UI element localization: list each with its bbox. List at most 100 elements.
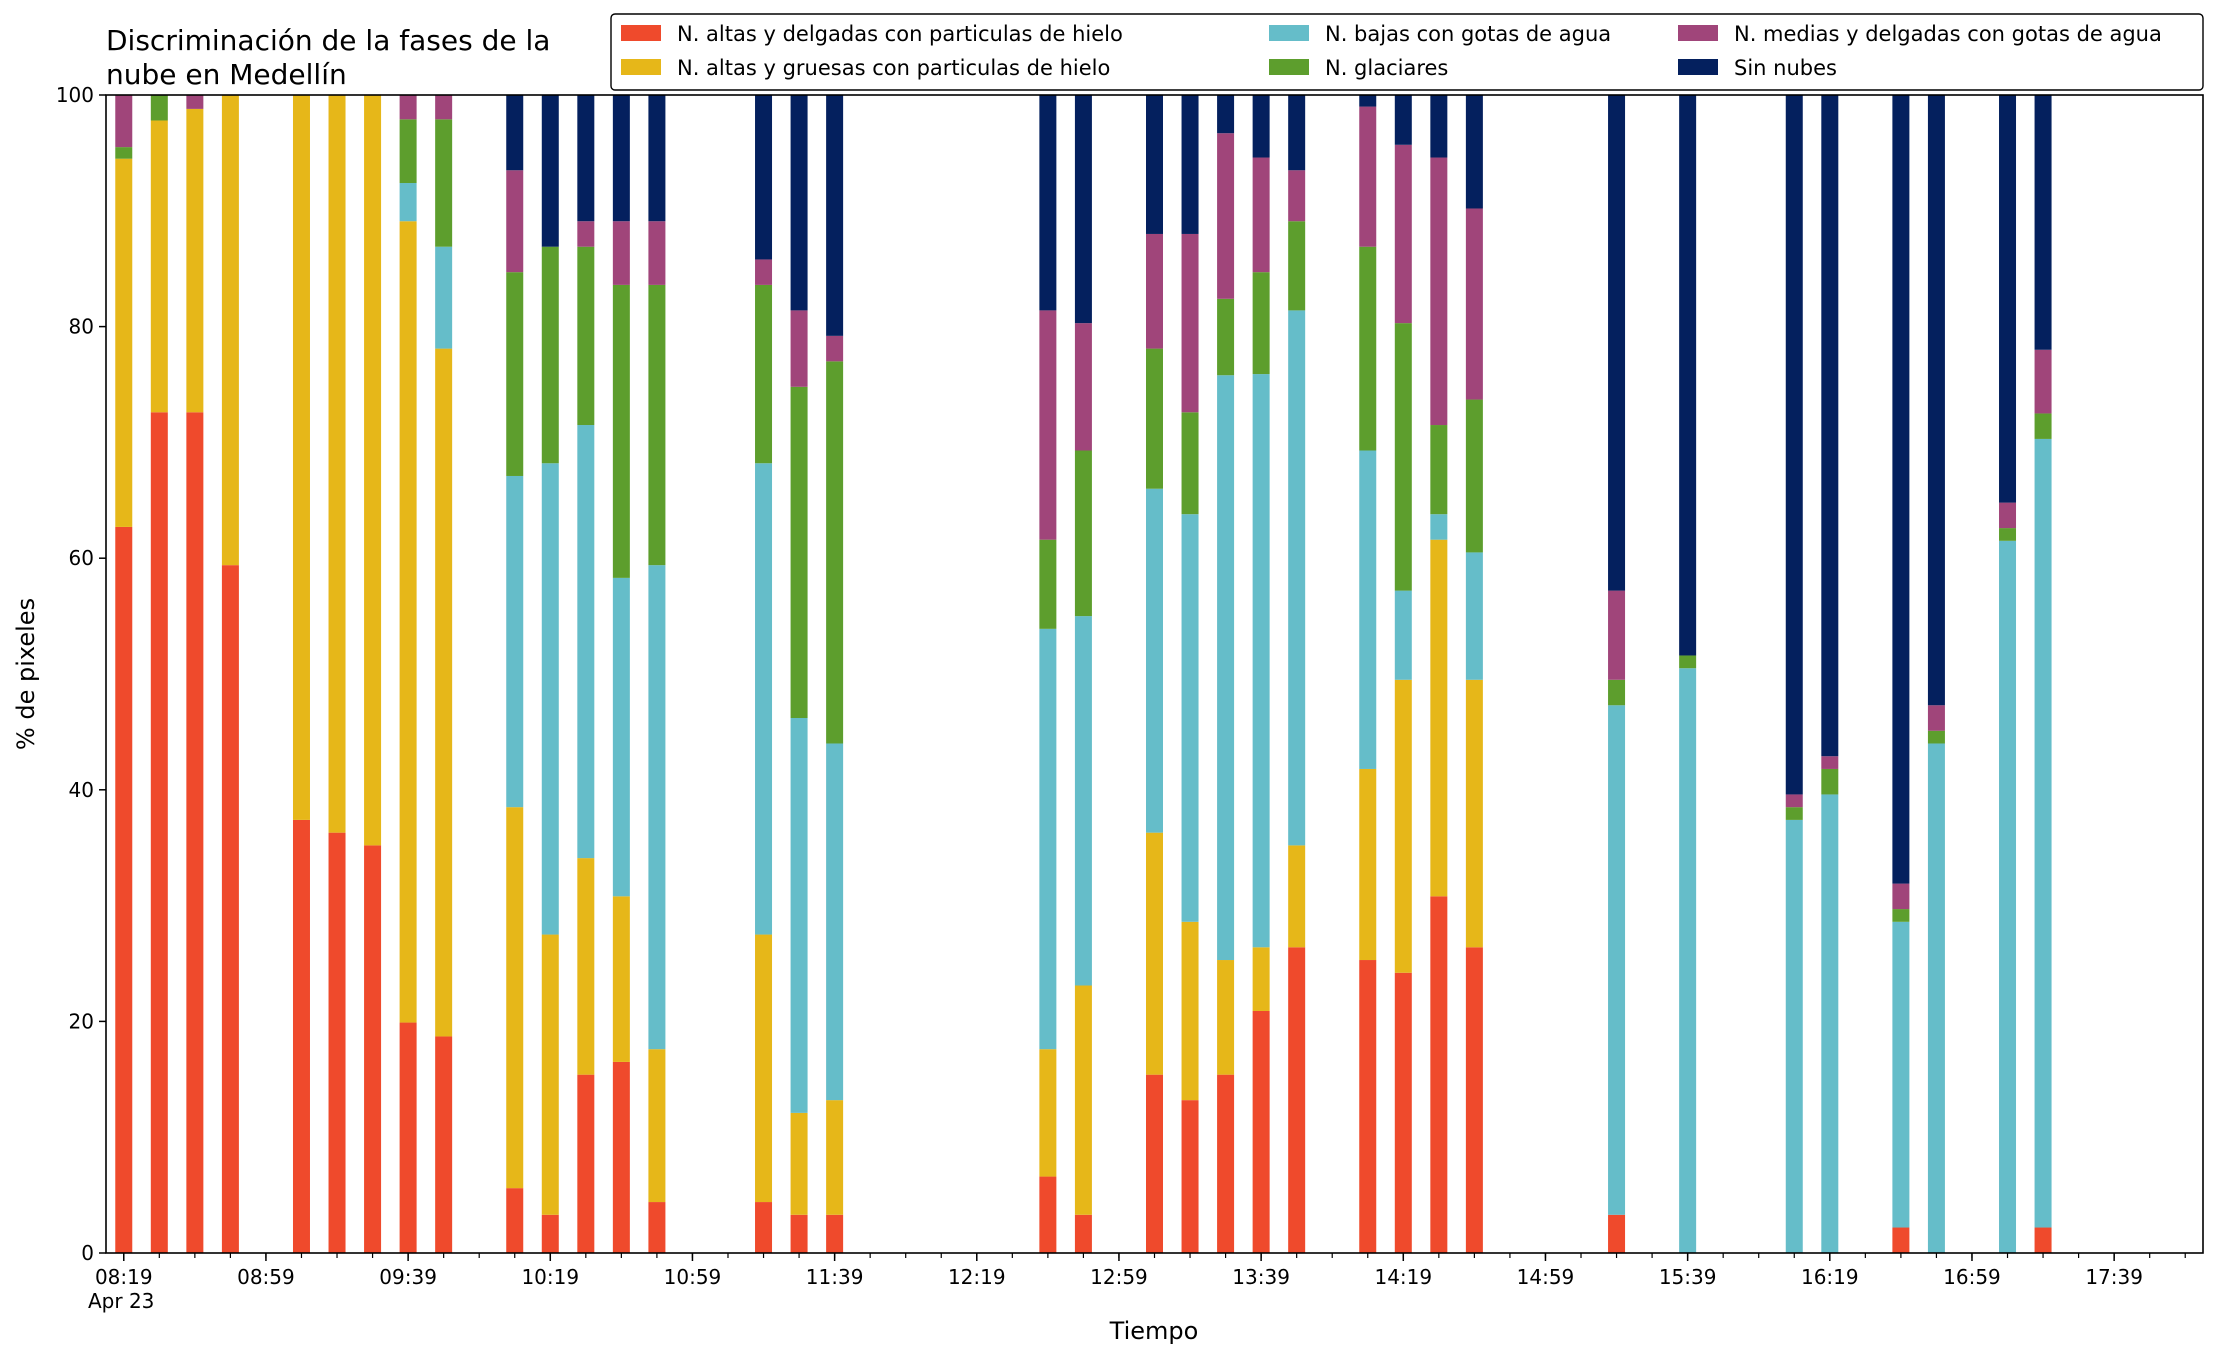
bar-segment [435, 95, 453, 120]
legend-item: Sin nubes [1678, 56, 1837, 80]
bar-segment [115, 526, 133, 1253]
bar-segment [612, 1061, 630, 1253]
bar-segment [292, 95, 310, 820]
bar-stack [1252, 95, 1270, 1253]
bar-segment [1252, 374, 1270, 948]
bar-segment [1217, 133, 1235, 299]
bar-segment [541, 1214, 559, 1253]
bar-segment [541, 95, 559, 247]
legend-label: N. medias y delgadas con gotas de agua [1734, 22, 2162, 46]
legend-label: N. altas y gruesas con particulas de hie… [677, 56, 1110, 80]
bar-segment [2034, 349, 2052, 414]
bar-segment [1608, 705, 1626, 1215]
bar-segment [826, 95, 844, 336]
bar-segment [1892, 909, 1910, 922]
x-tick-label: 12:59 [1090, 1265, 1148, 1289]
bar-segment [1288, 845, 1306, 948]
x-tick-label: 08:59 [237, 1265, 295, 1289]
bar-segment [399, 95, 417, 120]
bar-segment [826, 335, 844, 362]
bar-segment [1039, 310, 1057, 540]
bar-stack [1821, 95, 1839, 1253]
bar-segment [150, 95, 168, 121]
bar-segment [399, 221, 417, 1023]
bar-segment [790, 95, 808, 311]
bar-segment [506, 475, 524, 808]
bar-segment [826, 743, 844, 1101]
bar-segment [1394, 144, 1412, 324]
bar-segment [1074, 323, 1092, 451]
legend-label: N. bajas con gotas de agua [1325, 22, 1611, 46]
bar-segment [612, 95, 630, 222]
x-tick-label: 16:19 [1801, 1265, 1859, 1289]
bar-segment [1074, 95, 1092, 324]
bar-segment [577, 858, 595, 1075]
bar-segment [1146, 233, 1163, 349]
bar-segment [1039, 539, 1057, 629]
bar-segment [1394, 590, 1412, 680]
bar-segment [1288, 170, 1306, 222]
legend-label: Sin nubes [1734, 56, 1837, 80]
bar-segment [826, 361, 844, 744]
legend-label: N. glaciares [1325, 56, 1448, 80]
bar-segment [790, 1112, 808, 1215]
bar-stack [115, 95, 133, 1253]
x-tick-label: 08:19 [95, 1265, 153, 1289]
bar-segment [1892, 1227, 1910, 1253]
bar-segment [790, 386, 808, 719]
bar-stack [648, 95, 666, 1253]
x-tick-label: 14:19 [1374, 1265, 1432, 1289]
legend-item: N. bajas con gotas de agua [1269, 22, 1611, 46]
bar-stack [1217, 95, 1235, 1253]
x-tick-label: 17:39 [2085, 1265, 2143, 1289]
y-tick-label: 20 [69, 1009, 94, 1033]
bar-segment [1999, 540, 2017, 1253]
bar-stack [1039, 95, 1057, 1253]
legend-frame [610, 13, 2204, 91]
legend-item: N. glaciares [1269, 56, 1448, 80]
bar-stack [221, 95, 239, 1253]
bar-segment [1039, 95, 1057, 311]
bar-segment [1430, 539, 1448, 897]
bar-stack [1892, 95, 1910, 1253]
legend-item: N. altas y gruesas con particulas de hie… [621, 56, 1110, 80]
bar-stack [1430, 95, 1448, 1253]
bar-segment [790, 1214, 808, 1253]
bar-segment [221, 565, 239, 1253]
bar-stack [612, 95, 630, 1253]
bar-stack [1181, 95, 1199, 1253]
bar-segment [1146, 348, 1163, 489]
bar-segment [1359, 960, 1377, 1253]
bar-segment [648, 284, 666, 566]
bar-segment [1465, 679, 1483, 948]
bar-segment [1146, 832, 1163, 1075]
bar-segment [1252, 157, 1270, 273]
x-tick-label: 13:39 [1232, 1265, 1290, 1289]
x-tick-label: 10:59 [664, 1265, 722, 1289]
bar-segment [1252, 95, 1270, 158]
bar-segment [1074, 616, 1092, 986]
bar-segment [1465, 95, 1483, 209]
bar-segment [1679, 655, 1697, 669]
x-tick-label: 14:59 [1517, 1265, 1575, 1289]
x-tick-label: 10:19 [521, 1265, 579, 1289]
bar-stack [506, 95, 524, 1253]
bar-stack [1146, 95, 1163, 1253]
bar-segment [1999, 95, 2017, 503]
bar-segment [1074, 985, 1092, 1215]
bar-segment [1927, 95, 1945, 706]
bars-layer [115, 95, 2052, 1253]
bar-stack [2034, 95, 2052, 1253]
bar-stack [755, 95, 773, 1253]
bar-segment [506, 272, 524, 476]
bar-segment [186, 412, 204, 1253]
bar-segment [186, 108, 204, 413]
bar-segment [541, 934, 559, 1215]
bar-stack [1608, 95, 1626, 1253]
bar-segment [648, 221, 666, 285]
bar-segment [1465, 947, 1483, 1253]
bar-segment [1074, 450, 1092, 617]
chart-title-line-2: nube en Medellín [106, 58, 347, 91]
bar-segment [826, 1214, 844, 1253]
bar-segment [1181, 514, 1199, 922]
